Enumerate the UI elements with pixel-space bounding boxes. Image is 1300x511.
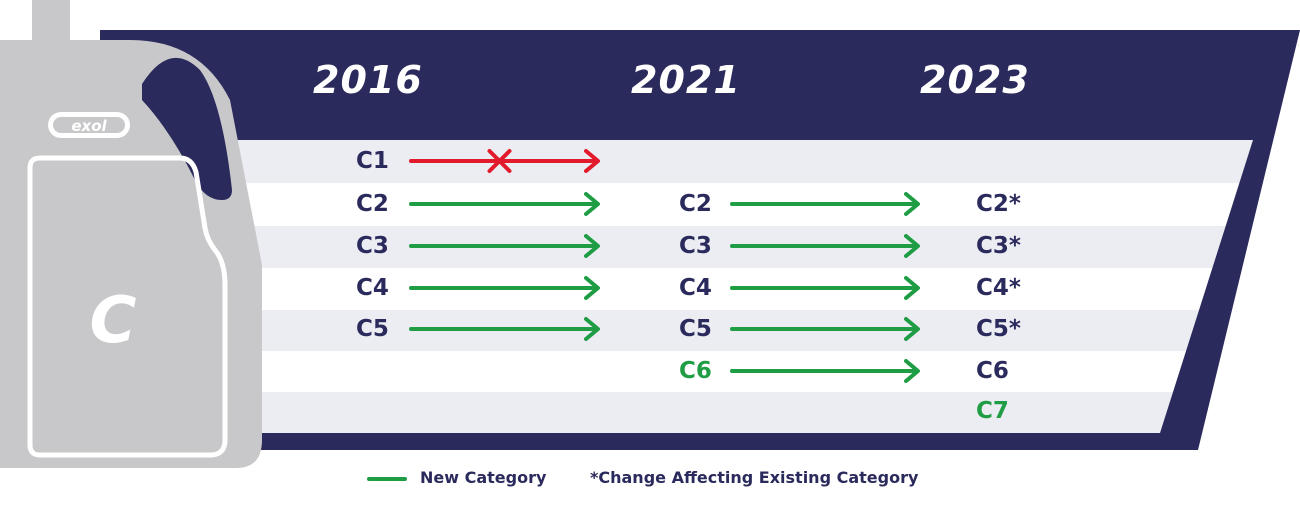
arrow-right-icon bbox=[409, 317, 600, 341]
year-2016: 2016 bbox=[313, 58, 423, 102]
arrow-right-icon bbox=[409, 234, 600, 258]
category-2016-row-4: C4 bbox=[356, 275, 389, 301]
category-2016-row-5: C5 bbox=[356, 316, 389, 342]
legend-new-category: New Category bbox=[420, 468, 547, 487]
category-2023-row-6: C6 bbox=[976, 358, 1009, 384]
bottle-letter: C bbox=[90, 284, 137, 358]
category-2016-row-3: C3 bbox=[356, 233, 389, 259]
category-2016-row-1: C1 bbox=[356, 148, 389, 174]
category-2021-row-4: C4 bbox=[679, 275, 712, 301]
category-2023-row-7: C7 bbox=[976, 398, 1009, 424]
category-2023-row-4: C4* bbox=[976, 275, 1021, 301]
arrow-right-icon bbox=[730, 317, 920, 341]
arrow-right-icon bbox=[409, 149, 600, 173]
arrow-right-icon bbox=[730, 192, 920, 216]
category-2021-row-3: C3 bbox=[679, 233, 712, 259]
year-2021: 2021 bbox=[631, 58, 741, 102]
arrows-layer bbox=[409, 149, 920, 383]
arrow-right-icon bbox=[409, 276, 600, 300]
category-2021-row-6: C6 bbox=[679, 358, 712, 384]
cross-icon bbox=[487, 149, 512, 173]
table-stripes bbox=[100, 140, 1253, 433]
year-2023: 2023 bbox=[920, 58, 1030, 102]
category-2023-row-5: C5* bbox=[976, 316, 1021, 342]
arrow-right-icon bbox=[730, 276, 920, 300]
arrow-right-icon bbox=[730, 234, 920, 258]
oil-bottle-icon bbox=[0, 0, 262, 468]
legend-green-line bbox=[367, 477, 407, 481]
exol-logo: exol bbox=[71, 117, 107, 135]
category-2021-row-5: C5 bbox=[679, 316, 712, 342]
legend-change-note: *Change Affecting Existing Category bbox=[590, 468, 919, 487]
category-2021-row-2: C2 bbox=[679, 191, 712, 217]
category-2023-row-2: C2* bbox=[976, 191, 1021, 217]
category-2016-row-2: C2 bbox=[356, 191, 389, 217]
arrow-right-icon bbox=[409, 192, 600, 216]
arrow-right-icon bbox=[730, 359, 920, 383]
category-2023-row-3: C3* bbox=[976, 233, 1021, 259]
